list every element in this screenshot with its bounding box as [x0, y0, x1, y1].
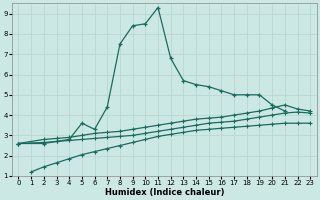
X-axis label: Humidex (Indice chaleur): Humidex (Indice chaleur) — [105, 188, 224, 197]
